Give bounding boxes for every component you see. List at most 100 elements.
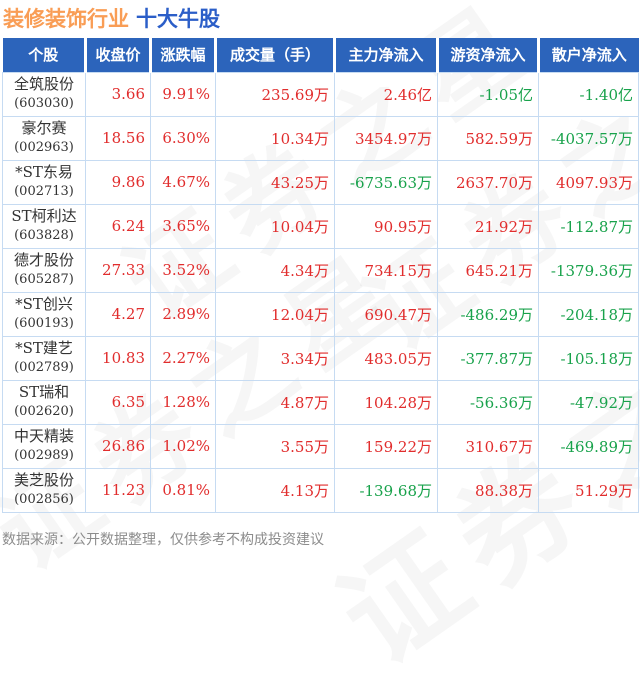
close-price-cell: 18.56 xyxy=(85,115,151,161)
stock-name: *ST建艺 xyxy=(15,339,73,357)
stock-name: ST柯利达 xyxy=(11,207,77,225)
stock-code: (002963) xyxy=(14,140,74,155)
hot-money-cell: -1.05亿 xyxy=(437,71,539,117)
retail-inflow-cell: -4037.57万 xyxy=(538,115,639,161)
hot-money-cell: -486.29万 xyxy=(437,291,539,337)
table-row: 全筑股份 (603030) 3.66 9.91% 235.69万 2.46亿 -1… xyxy=(2,71,639,117)
stock-name: 中天精装 xyxy=(13,427,74,445)
data-source-disclaimer: 数据来源：公开数据整理，仅供参考不构成投资建议 xyxy=(2,532,324,548)
volume-cell: 43.25万 xyxy=(215,159,335,205)
stock-code: (002989) xyxy=(14,448,74,463)
stock-code: (603030) xyxy=(14,96,74,111)
retail-inflow-cell: -47.92万 xyxy=(538,379,639,425)
hot-money-cell: 88.38万 xyxy=(437,467,539,513)
main-inflow-cell: -139.68万 xyxy=(334,467,438,513)
header-stock: 个股 xyxy=(2,38,86,72)
close-price-cell: 6.35 xyxy=(85,379,151,425)
stock-name: 豪尔赛 xyxy=(21,119,67,137)
main-inflow-cell: 104.28万 xyxy=(334,379,438,425)
volume-cell: 3.55万 xyxy=(215,423,335,469)
stock-name: 美芝股份 xyxy=(13,471,74,489)
main-inflow-cell: 90.95万 xyxy=(334,203,438,249)
hot-money-cell: -377.87万 xyxy=(437,335,539,381)
header-volume: 成交量（手） xyxy=(214,38,335,72)
table-row: ST柯利达 (603828) 6.24 3.65% 10.04万 90.95万 2… xyxy=(2,203,639,249)
table-row: 美芝股份 (002856) 11.23 0.81% 4.13万 -139.68万 … xyxy=(2,467,639,513)
table-row: *ST建艺 (002789) 10.83 2.27% 3.34万 483.05万 … xyxy=(2,335,639,381)
header-retail-inflow: 散户净流入 xyxy=(537,38,639,72)
table-row: 豪尔赛 (002963) 18.56 6.30% 10.34万 3454.97万 … xyxy=(2,115,639,161)
change-pct-cell: 0.81% xyxy=(150,467,216,513)
stock-cell: 中天精装 (002989) xyxy=(2,423,86,469)
change-pct-cell: 1.02% xyxy=(150,423,216,469)
volume-cell: 4.34万 xyxy=(215,247,335,293)
change-pct-cell: 4.67% xyxy=(150,159,216,205)
change-pct-cell: 2.89% xyxy=(150,291,216,337)
stock-name: *ST东易 xyxy=(15,163,73,181)
stock-cell: 豪尔赛 (002963) xyxy=(2,115,86,161)
stock-code: (600193) xyxy=(14,316,74,331)
stock-cell: 美芝股份 (002856) xyxy=(2,467,86,513)
volume-cell: 10.04万 xyxy=(215,203,335,249)
volume-cell: 4.87万 xyxy=(215,379,335,425)
header-change-pct: 涨跌幅 xyxy=(149,38,216,72)
table-row: *ST创兴 (600193) 4.27 2.89% 12.04万 690.47万 … xyxy=(2,291,639,337)
close-price-cell: 11.23 xyxy=(85,467,151,513)
table-row: *ST东易 (002713) 9.86 4.67% 43.25万 -6735.63… xyxy=(2,159,639,205)
hot-money-cell: 21.92万 xyxy=(437,203,539,249)
volume-cell: 10.34万 xyxy=(215,115,335,161)
stock-code: (603828) xyxy=(14,228,74,243)
volume-cell: 4.13万 xyxy=(215,467,335,513)
retail-inflow-cell: 4097.93万 xyxy=(538,159,639,205)
title-suffix: 十大牛股 xyxy=(136,7,220,31)
stock-name: 德才股份 xyxy=(13,251,74,269)
main-inflow-cell: 3454.97万 xyxy=(334,115,438,161)
stock-name: *ST创兴 xyxy=(15,295,73,313)
header-hot-money: 游资净流入 xyxy=(436,38,539,72)
header-main-inflow: 主力净流入 xyxy=(333,38,438,72)
close-price-cell: 10.83 xyxy=(85,335,151,381)
main-inflow-cell: 690.47万 xyxy=(334,291,438,337)
stock-cell: *ST东易 (002713) xyxy=(2,159,86,205)
stock-code: (002620) xyxy=(14,404,74,419)
change-pct-cell: 6.30% xyxy=(150,115,216,161)
close-price-cell: 26.86 xyxy=(85,423,151,469)
stock-cell: ST柯利达 (603828) xyxy=(2,203,86,249)
retail-inflow-cell: -105.18万 xyxy=(538,335,639,381)
retail-inflow-cell: -469.89万 xyxy=(538,423,639,469)
main-inflow-cell: 734.15万 xyxy=(334,247,438,293)
table-row: 中天精装 (002989) 26.86 1.02% 3.55万 159.22万 3… xyxy=(2,423,639,469)
stock-name: 全筑股份 xyxy=(13,75,74,93)
close-price-cell: 27.33 xyxy=(85,247,151,293)
stock-cell: *ST创兴 (600193) xyxy=(2,291,86,337)
stock-cell: *ST建艺 (002789) xyxy=(2,335,86,381)
retail-inflow-cell: -112.87万 xyxy=(538,203,639,249)
hot-money-cell: 2637.70万 xyxy=(437,159,539,205)
stock-code: (002856) xyxy=(14,492,74,507)
change-pct-cell: 3.52% xyxy=(150,247,216,293)
close-price-cell: 6.24 xyxy=(85,203,151,249)
retail-inflow-cell: -1.40亿 xyxy=(538,71,639,117)
stock-code: (605287) xyxy=(14,272,74,287)
table-row: 德才股份 (605287) 27.33 3.52% 4.34万 734.15万 6… xyxy=(2,247,639,293)
top-stocks-table: 个股 收盘价 涨跌幅 成交量（手） 主力净流入 游资净流入 散户净流入 全筑股份… xyxy=(2,38,639,513)
close-price-cell: 4.27 xyxy=(85,291,151,337)
table-row: ST瑞和 (002620) 6.35 1.28% 4.87万 104.28万 -5… xyxy=(2,379,639,425)
close-price-cell: 3.66 xyxy=(85,71,151,117)
change-pct-cell: 9.91% xyxy=(150,71,216,117)
volume-cell: 235.69万 xyxy=(215,71,335,117)
main-inflow-cell: 2.46亿 xyxy=(334,71,438,117)
table-header-row: 个股 收盘价 涨跌幅 成交量（手） 主力净流入 游资净流入 散户净流入 xyxy=(2,38,639,72)
retail-inflow-cell: -204.18万 xyxy=(538,291,639,337)
main-inflow-cell: -6735.63万 xyxy=(334,159,438,205)
stock-name: ST瑞和 xyxy=(18,383,70,401)
stock-cell: 德才股份 (605287) xyxy=(2,247,86,293)
title-industry: 装修装饰行业 xyxy=(3,7,129,31)
stock-cell: ST瑞和 (002620) xyxy=(2,379,86,425)
volume-cell: 3.34万 xyxy=(215,335,335,381)
change-pct-cell: 1.28% xyxy=(150,379,216,425)
page-title: 装修装饰行业 十大牛股 xyxy=(0,0,640,32)
hot-money-cell: 645.21万 xyxy=(437,247,539,293)
change-pct-cell: 3.65% xyxy=(150,203,216,249)
close-price-cell: 9.86 xyxy=(85,159,151,205)
